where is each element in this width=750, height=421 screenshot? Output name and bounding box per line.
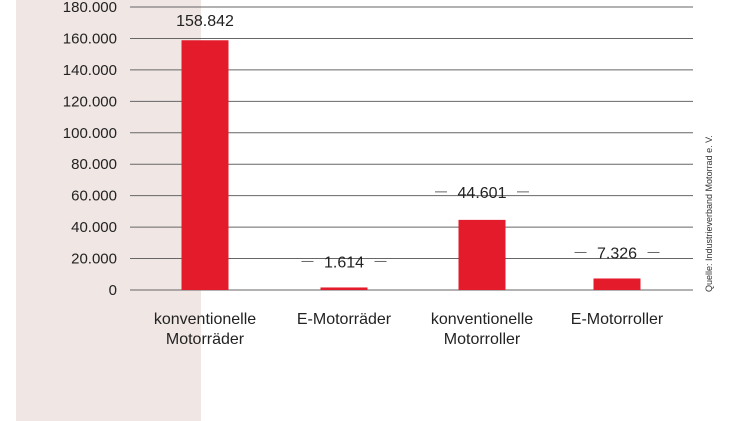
y-tick-label: 160.000 xyxy=(63,30,117,47)
y-axis-ticks: 0 20.000 40.000 60.000 80.000 100.000 120.000 1… xyxy=(63,0,117,299)
value-labels: 158.842 1.614 44.601 7.326 xyxy=(176,13,660,271)
category-labels: konventionelle Motorräder E-Motorräder konv… xyxy=(154,311,664,348)
y-tick-label: 40.000 xyxy=(71,219,117,236)
bar xyxy=(181,40,229,291)
bar xyxy=(458,219,506,290)
category-label: Motorräder xyxy=(166,331,245,348)
category-label: E-Motorroller xyxy=(571,311,664,328)
category-label: Motorroller xyxy=(444,331,521,348)
y-tick-label: 60.000 xyxy=(71,188,117,205)
y-tick-label: 80.000 xyxy=(71,156,117,173)
bar xyxy=(593,278,641,290)
y-tick-label: 120.000 xyxy=(63,93,117,110)
y-tick-label: 20.000 xyxy=(71,251,117,268)
source-note: Quelle: Industrieverband Motorrad e. V. xyxy=(704,135,714,292)
y-tick-label: 140.000 xyxy=(63,62,117,79)
category-label: E-Motorräder xyxy=(297,311,392,328)
value-label: 7.326 xyxy=(597,245,637,262)
category-label: konventionelle xyxy=(154,311,256,328)
y-tick-label: 0 xyxy=(109,282,117,299)
value-label: 1.614 xyxy=(324,254,364,271)
y-tick-label: 100.000 xyxy=(63,125,117,142)
bar xyxy=(320,287,368,290)
category-label: konventionelle xyxy=(431,311,533,328)
y-tick-label: 180.000 xyxy=(63,0,117,16)
value-label: 44.601 xyxy=(458,185,507,202)
bars xyxy=(181,40,641,291)
value-label: 158.842 xyxy=(176,13,234,30)
